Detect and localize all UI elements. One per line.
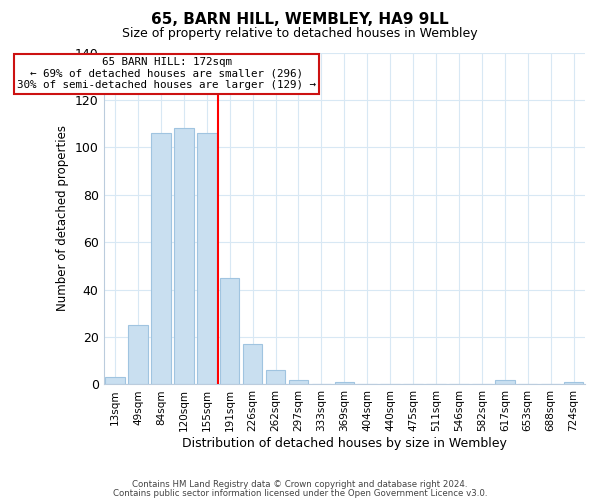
Bar: [243, 344, 262, 385]
Text: Size of property relative to detached houses in Wembley: Size of property relative to detached ho…: [122, 26, 478, 40]
Text: 65, BARN HILL, WEMBLEY, HA9 9LL: 65, BARN HILL, WEMBLEY, HA9 9LL: [151, 12, 449, 28]
Text: 65 BARN HILL: 172sqm
← 69% of detached houses are smaller (296)
30% of semi-deta: 65 BARN HILL: 172sqm ← 69% of detached h…: [17, 57, 316, 90]
X-axis label: Distribution of detached houses by size in Wembley: Distribution of detached houses by size …: [182, 437, 507, 450]
Bar: [174, 128, 194, 384]
Text: Contains HM Land Registry data © Crown copyright and database right 2024.: Contains HM Land Registry data © Crown c…: [132, 480, 468, 489]
Bar: [106, 378, 125, 384]
Bar: [289, 380, 308, 384]
Bar: [151, 133, 170, 384]
Bar: [220, 278, 239, 384]
Bar: [335, 382, 354, 384]
Bar: [564, 382, 583, 384]
Y-axis label: Number of detached properties: Number of detached properties: [56, 126, 70, 312]
Bar: [266, 370, 285, 384]
Text: Contains public sector information licensed under the Open Government Licence v3: Contains public sector information licen…: [113, 489, 487, 498]
Bar: [197, 133, 217, 384]
Bar: [128, 325, 148, 384]
Bar: [495, 380, 515, 384]
